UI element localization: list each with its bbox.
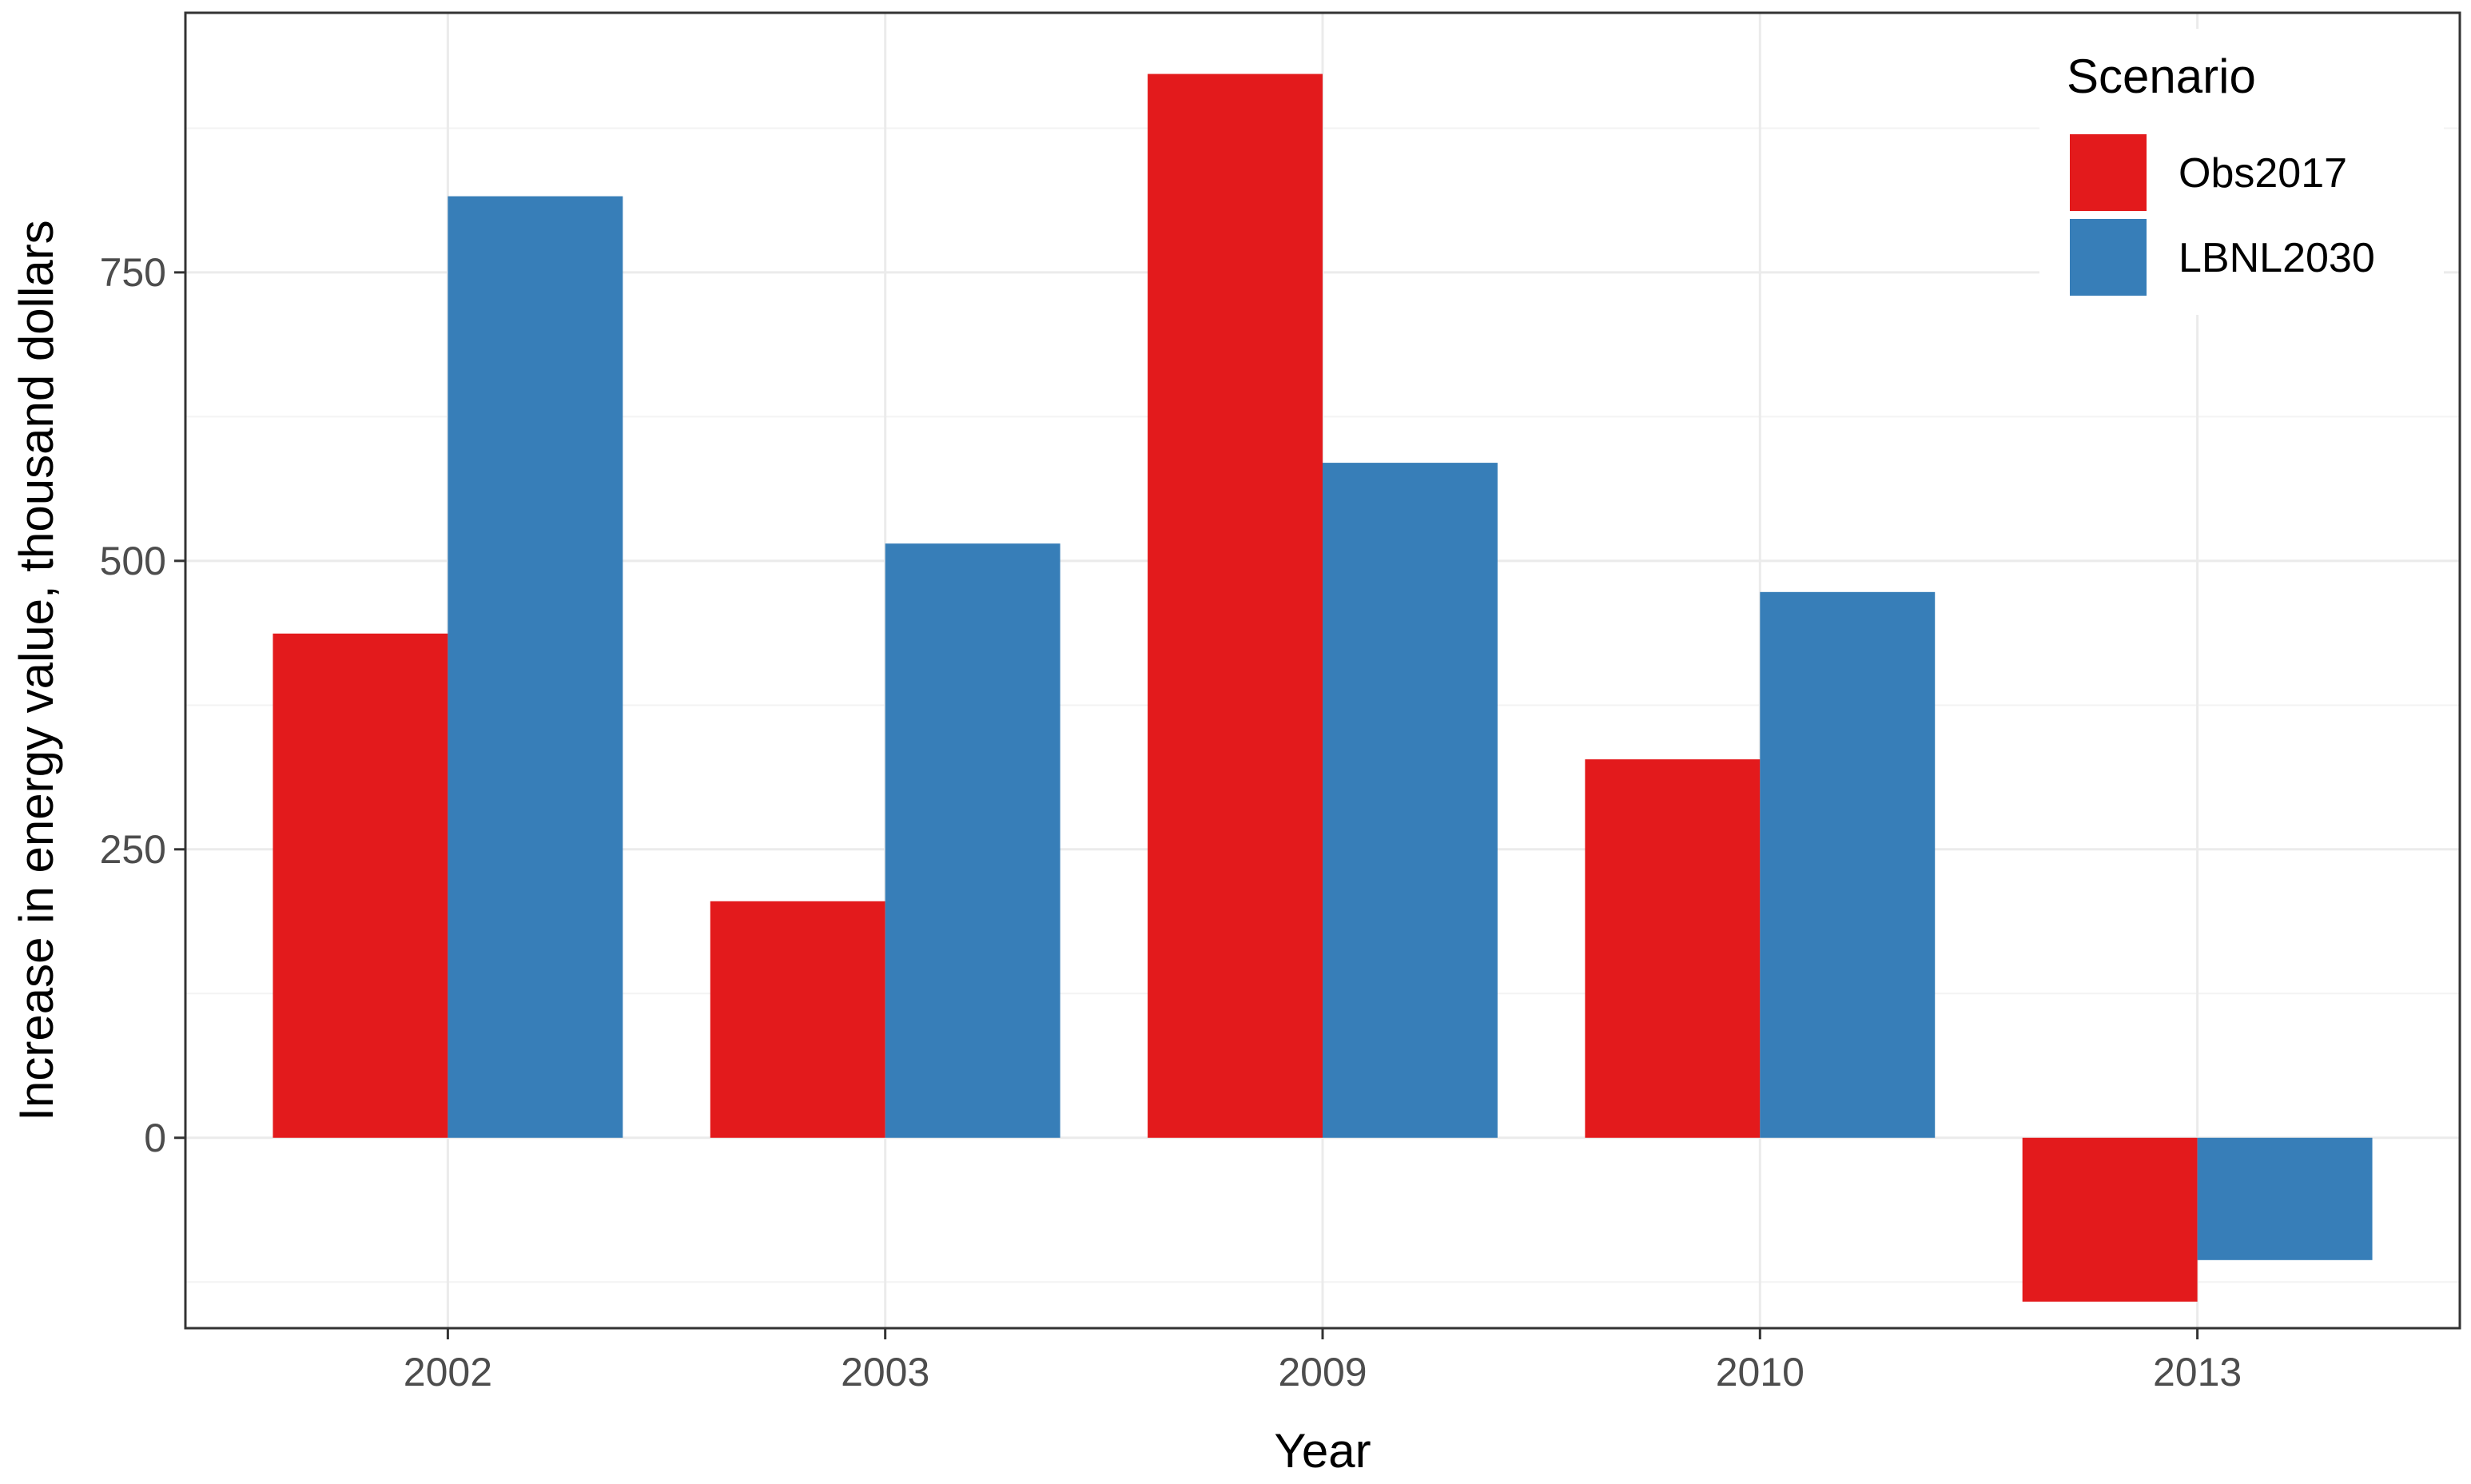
x-tick-label: 2009 [1278, 1350, 1367, 1394]
legend-label-obs2017: Obs2017 [2179, 150, 2347, 197]
bar-lbnl2030-2003 [885, 543, 1060, 1138]
y-tick-label: 750 [100, 250, 166, 295]
x-tick-label: 2010 [1716, 1350, 1805, 1394]
bar-obs2017-2010 [1585, 759, 1761, 1138]
bar-lbnl2030-2010 [1760, 591, 1936, 1138]
y-axis-title: Increase in energy value, thousand dolla… [10, 220, 63, 1120]
y-tick-label: 250 [100, 827, 166, 872]
y-tick-label: 500 [100, 539, 166, 583]
y-tick-label: 0 [144, 1116, 166, 1160]
legend-label-lbnl2030: LBNL2030 [2179, 235, 2375, 281]
x-tick-label: 2013 [2153, 1350, 2242, 1394]
x-tick-label: 2003 [841, 1350, 929, 1394]
legend-key-lbnl2030 [2070, 219, 2147, 296]
bar-lbnl2030-2009 [1323, 463, 1498, 1138]
legend-key-obs2017 [2070, 134, 2147, 211]
axes: 0 250 500 750 2002 2003 2009 2010 2013 [100, 250, 2242, 1394]
x-tick-label: 2002 [404, 1350, 492, 1394]
legend-title: Scenario [2067, 50, 2256, 103]
bar-obs2017-2002 [273, 633, 448, 1138]
bars [273, 74, 2373, 1302]
bar-lbnl2030-2013 [2197, 1137, 2373, 1260]
bar-obs2017-2003 [710, 901, 885, 1138]
bar-obs2017-2009 [1148, 74, 1323, 1138]
x-axis-title: Year [1274, 1424, 1371, 1478]
bar-lbnl2030-2002 [448, 196, 623, 1138]
legend: Scenario Obs2017 LBNL2030 [2039, 29, 2444, 315]
bar-obs2017-2013 [2022, 1137, 2198, 1302]
